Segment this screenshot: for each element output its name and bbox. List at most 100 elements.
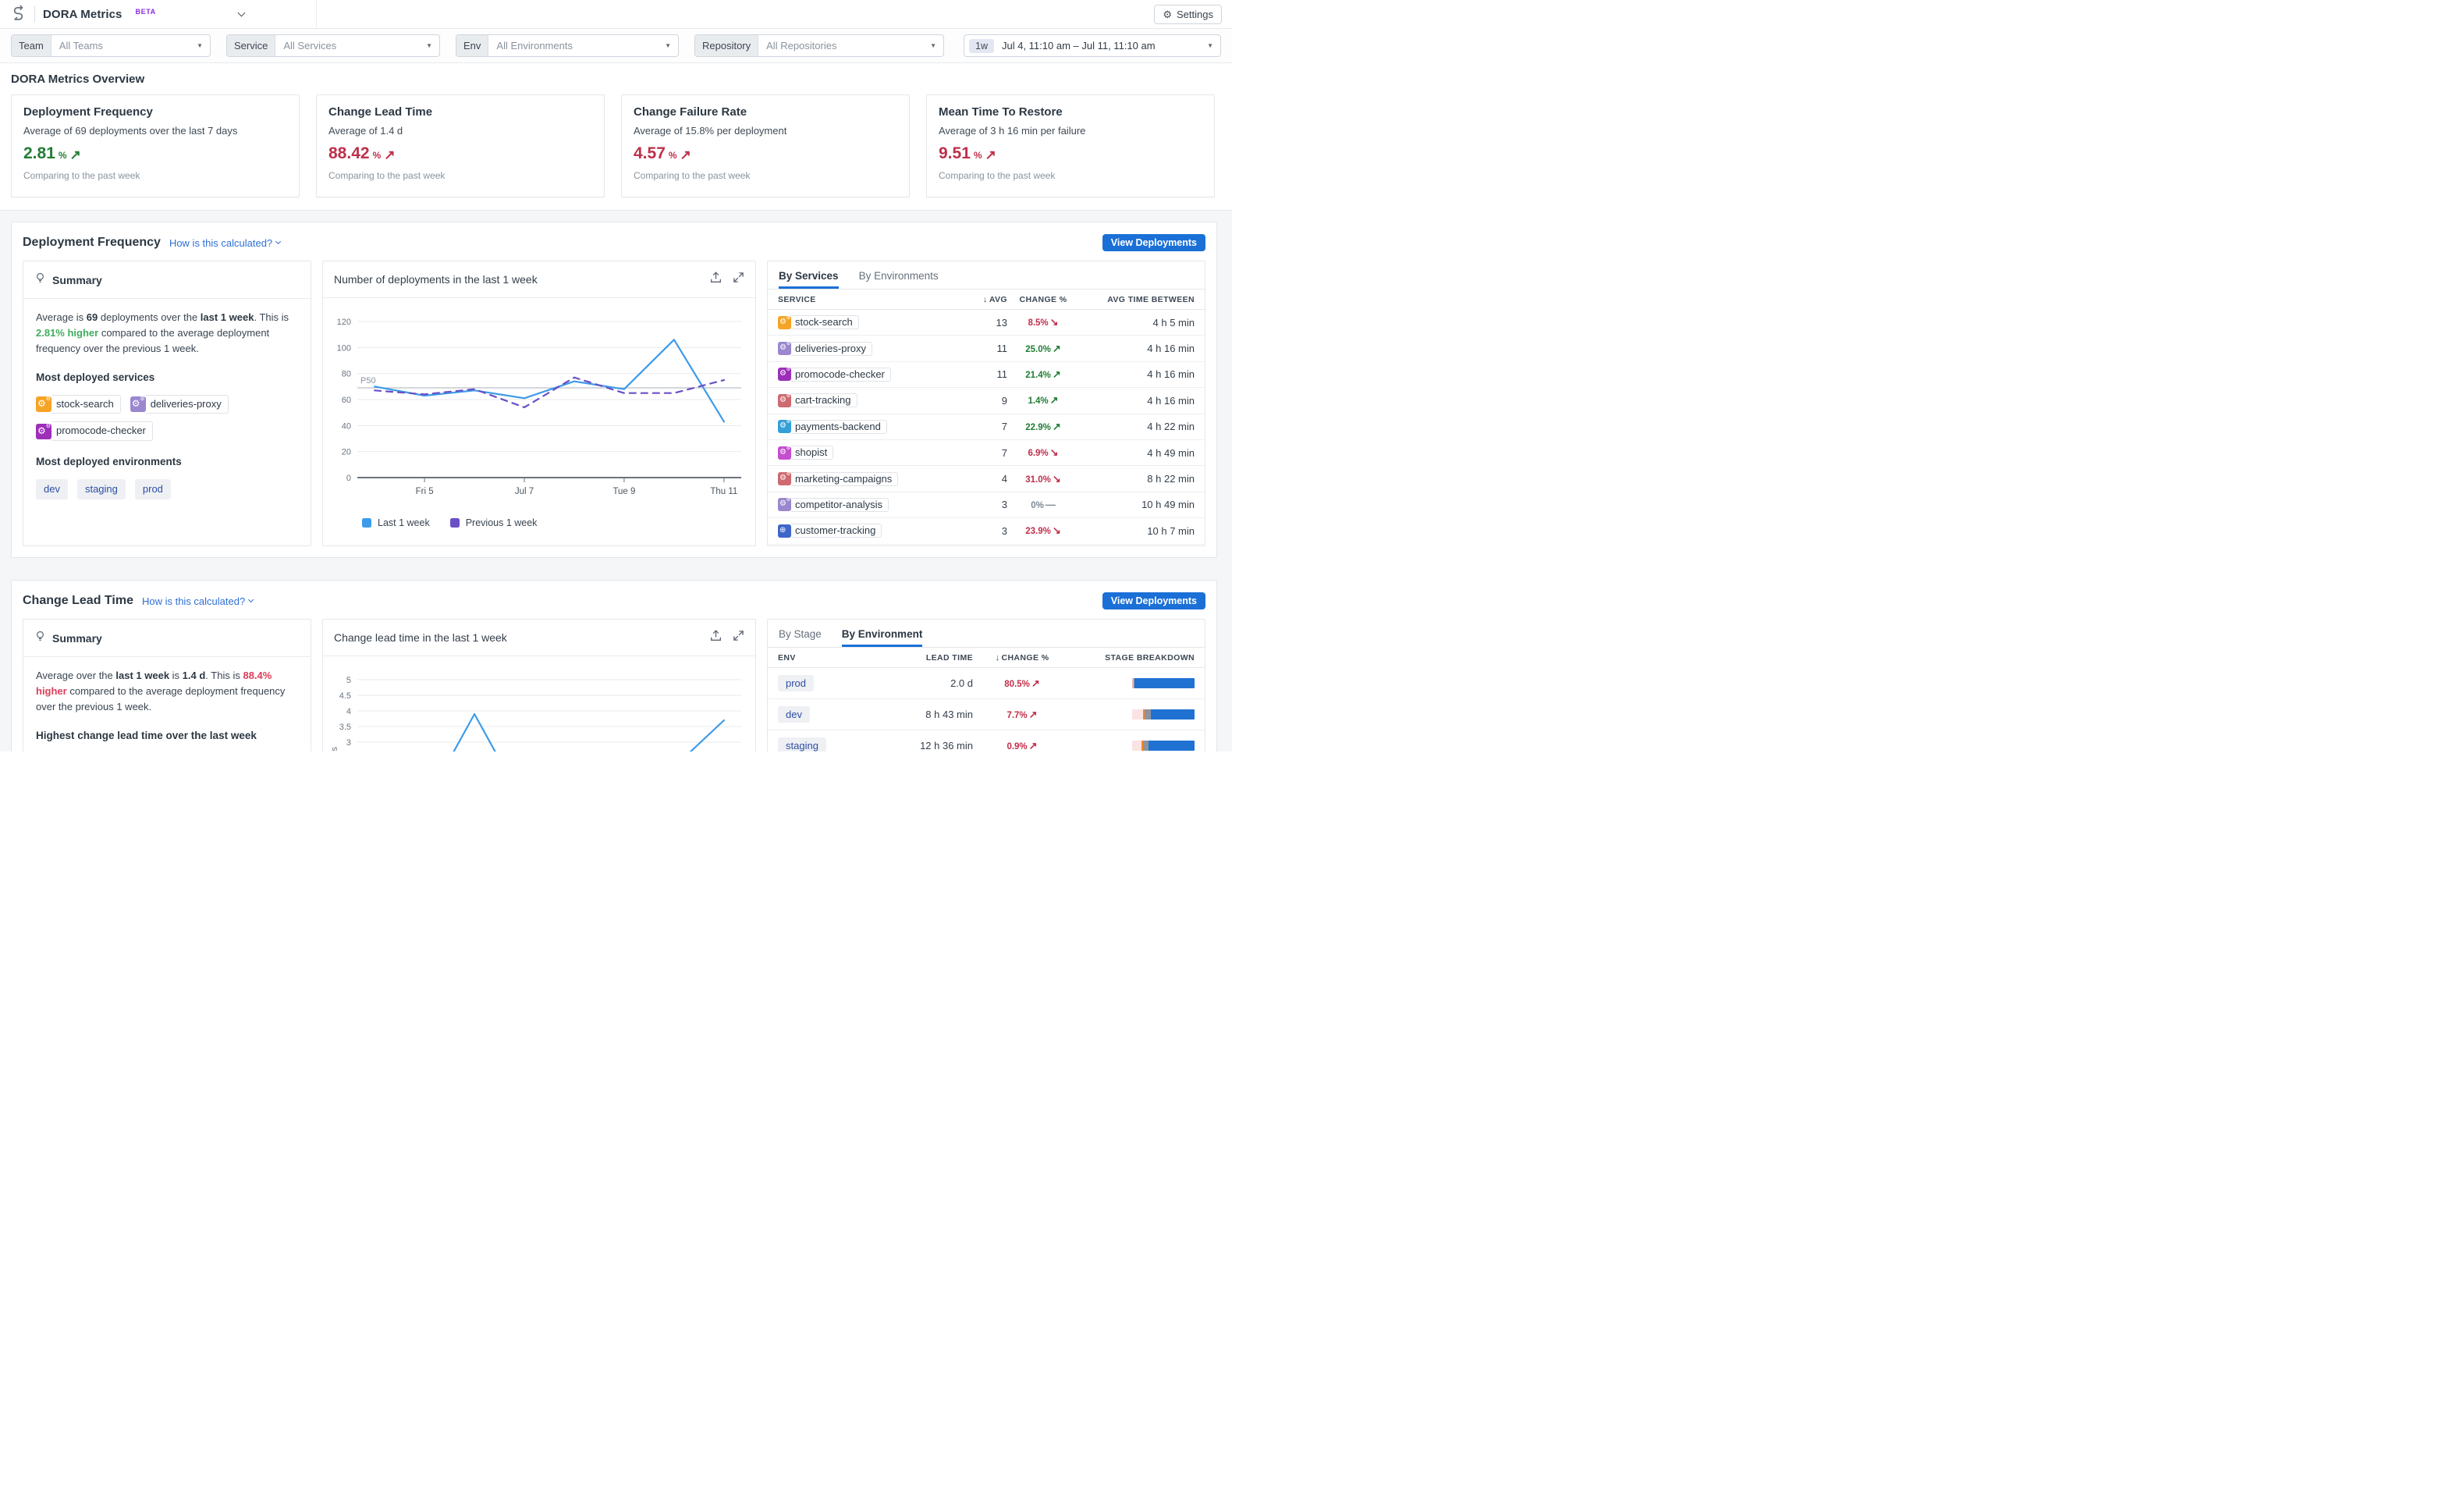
change-percent: 8.5%↘: [1007, 316, 1079, 329]
svg-text:3: 3: [346, 738, 351, 748]
service-name-link[interactable]: deliveries-proxy: [791, 342, 872, 356]
avg-value: 7: [971, 447, 1007, 459]
service-name-link[interactable]: competitor-analysis: [791, 498, 889, 512]
trend-up-icon: ↗: [1029, 740, 1038, 752]
title-chevron-down-icon[interactable]: [237, 9, 245, 16]
deployments-line-chart: 020406080100120P50Fri 5Jul 7Tue 9Thu 11: [329, 303, 751, 512]
section-title: Change Lead Time: [23, 594, 133, 608]
gear-icon: ⚙: [1163, 9, 1172, 20]
stage-breakdown-bar: [1132, 709, 1195, 720]
tab-by-services[interactable]: By Services: [779, 270, 839, 289]
avg-time-between: 8 h 22 min: [1079, 473, 1195, 485]
avg-value: 7: [971, 421, 1007, 432]
service-name-link[interactable]: stock-search: [791, 315, 859, 329]
table-row[interactable]: ⚙⚙ shopist 7 6.9%↘ 4 h 49 min: [768, 440, 1205, 466]
env-filter-value: All Environments: [488, 40, 665, 52]
page-title: DORA Metrics: [43, 8, 122, 21]
environment-pill[interactable]: staging: [77, 479, 126, 499]
service-filter-value: All Services: [275, 40, 426, 52]
most-deployed-services-heading: Most deployed services: [36, 370, 298, 386]
service-name-link[interactable]: payments-backend: [791, 420, 887, 434]
sort-desc-icon[interactable]: ↓: [996, 653, 1000, 663]
env-link[interactable]: prod: [778, 675, 814, 691]
avg-value: 13: [971, 317, 1007, 329]
service-pill[interactable]: ⚙⚙ deliveries-proxy: [130, 395, 229, 414]
time-range-picker[interactable]: 1w Jul 4, 11:10 am – Jul 11, 11:10 am ▼: [964, 34, 1221, 57]
repository-filter-value: All Repositories: [758, 40, 930, 52]
service-name-link[interactable]: shopist: [791, 446, 833, 460]
table-row[interactable]: staging 12 h 36 min 0.9%↗: [768, 730, 1205, 752]
export-icon[interactable]: [710, 630, 722, 645]
trend-up-icon: ↗: [384, 148, 395, 162]
repository-filter[interactable]: Repository All Repositories ▼: [694, 34, 944, 57]
view-deployments-button[interactable]: View Deployments: [1102, 592, 1205, 609]
top-bar: DORA Metrics BETA ⚙ Settings: [0, 0, 1232, 29]
how-calculated-link[interactable]: How is this calculated?: [142, 595, 253, 607]
sort-desc-icon[interactable]: ↓: [983, 295, 988, 304]
env-link[interactable]: dev: [778, 706, 810, 723]
table-row[interactable]: ⚙⚙ promocode-checker 11 21.4%↗ 4 h 16 mi…: [768, 362, 1205, 388]
service-gear-icon: ⚙⚙: [36, 396, 51, 412]
tab-by-environment[interactable]: By Environment: [842, 628, 923, 647]
time-range-value: Jul 4, 11:10 am – Jul 11, 11:10 am: [994, 40, 1207, 52]
metric-value: 88.42%↗: [328, 144, 592, 163]
team-filter[interactable]: Team All Teams ▼: [11, 34, 211, 57]
metric-subtitle: Average of 1.4 d: [328, 125, 592, 137]
env-filter[interactable]: Env All Environments ▼: [456, 34, 679, 57]
service-gear-icon: ⚙⚙: [36, 424, 51, 439]
trend-up-icon: ↗: [680, 148, 691, 162]
environment-pill[interactable]: dev: [36, 479, 68, 499]
settings-button[interactable]: ⚙ Settings: [1154, 5, 1222, 24]
dropdown-caret-icon: ▼: [1207, 42, 1220, 49]
service-gear-icon: ⚙⚙: [778, 498, 791, 511]
dora-metrics-page: DORA Metrics BETA ⚙ Settings Team All Te…: [0, 0, 1232, 752]
environment-rows: prod 2.0 d 80.5%↗ dev 8 h 43 min 7.7%↗ s…: [768, 668, 1205, 752]
svg-text:0: 0: [346, 474, 351, 483]
tab-by-environments[interactable]: By Environments: [859, 270, 939, 289]
table-row[interactable]: dev 8 h 43 min 7.7%↗: [768, 699, 1205, 730]
metric-value: 4.57%↗: [634, 144, 897, 163]
table-row[interactable]: ⚙⚙ competitor-analysis 3 0%— 10 h 49 min: [768, 492, 1205, 518]
trend-up-icon: ↗: [1029, 709, 1038, 720]
table-row[interactable]: ⚙⚙ cart-tracking 9 1.4%↗ 4 h 16 min: [768, 388, 1205, 414]
trend-icon: ↘: [1050, 316, 1059, 328]
table-row[interactable]: prod 2.0 d 80.5%↗: [768, 668, 1205, 699]
service-name-link[interactable]: marketing-campaigns: [791, 472, 898, 486]
most-deployed-environments: dev staging prod: [36, 479, 298, 499]
table-row[interactable]: ⚙⚙ marketing-campaigns 4 31.0%↘ 8 h 22 m…: [768, 466, 1205, 492]
service-gear-icon: ⊕: [778, 524, 791, 538]
service-name-link[interactable]: promocode-checker: [791, 368, 891, 382]
export-icon[interactable]: [710, 272, 722, 287]
table-row[interactable]: ⚙⚙ payments-backend 7 22.9%↗ 4 h 22 min: [768, 414, 1205, 440]
service-pill[interactable]: ⚙⚙ stock-search: [36, 395, 121, 414]
metric-title: Mean Time To Restore: [939, 105, 1202, 119]
expand-icon[interactable]: [733, 630, 744, 645]
service-pill[interactable]: ⚙⚙ promocode-checker: [36, 421, 153, 440]
svg-text:Thu 11: Thu 11: [710, 487, 737, 496]
tab-by-stage[interactable]: By Stage: [779, 628, 822, 647]
service-name-link[interactable]: cart-tracking: [791, 393, 857, 407]
summary-card: Summary Average over the last 1 week is …: [23, 619, 311, 752]
avg-time-between: 4 h 16 min: [1079, 368, 1195, 380]
view-deployments-button[interactable]: View Deployments: [1102, 234, 1205, 251]
stage-breakdown-bar: [1132, 741, 1195, 751]
expand-icon[interactable]: [733, 272, 744, 287]
summary-paragraph: Average over the last 1 week is 1.4 d. T…: [36, 668, 298, 715]
table-row[interactable]: ⚙⚙ deliveries-proxy 11 25.0%↗ 4 h 16 min: [768, 336, 1205, 361]
environment-pill[interactable]: prod: [135, 479, 171, 499]
svg-text:Days: Days: [330, 746, 339, 752]
dropdown-caret-icon: ▼: [197, 42, 210, 49]
avg-time-between: 10 h 7 min: [1079, 525, 1195, 537]
trend-icon: ↘: [1053, 473, 1061, 485]
env-link[interactable]: staging: [778, 737, 826, 752]
metric-card-mean-time-to-restore: Mean Time To Restore Average of 3 h 16 m…: [926, 94, 1215, 197]
stage-breakdown-bar: [1132, 678, 1195, 688]
trend-icon: —: [1046, 499, 1056, 510]
metric-card-deployment-frequency: Deployment Frequency Average of 69 deplo…: [11, 94, 300, 197]
service-gear-icon: ⚙⚙: [778, 420, 791, 433]
table-row[interactable]: ⚙⚙ stock-search 13 8.5%↘ 4 h 5 min: [768, 310, 1205, 336]
service-name-link[interactable]: customer-tracking: [791, 524, 882, 538]
how-calculated-link[interactable]: How is this calculated?: [169, 237, 280, 249]
service-filter[interactable]: Service All Services ▼: [226, 34, 440, 57]
table-row[interactable]: ⊕ customer-tracking 3 23.9%↘ 10 h 7 min: [768, 518, 1205, 544]
